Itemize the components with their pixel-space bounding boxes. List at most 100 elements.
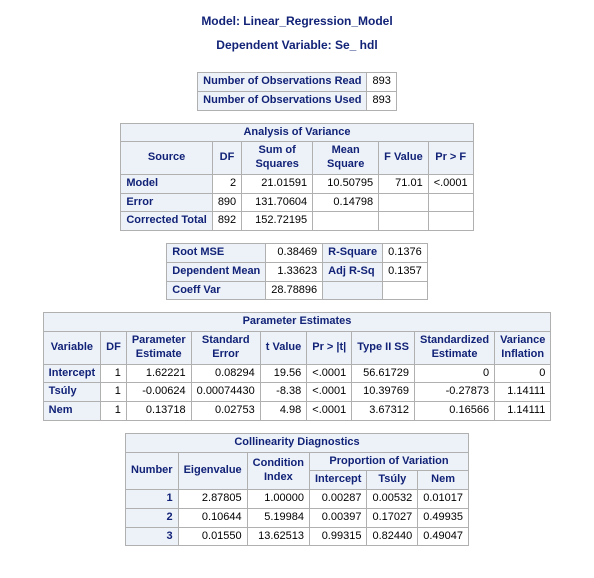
cell: 71.01 xyxy=(379,174,429,193)
col-pv-nem: Nem xyxy=(418,471,469,490)
table-row: Intercept 1 1.62221 0.08294 19.56 <.0001… xyxy=(43,364,551,383)
nobs-table: Number of Observations Read 893 Number o… xyxy=(197,72,397,111)
fit-label xyxy=(323,281,383,300)
table-row: Error 890 131.70604 0.14798 xyxy=(121,193,473,212)
fit-value: 0.1376 xyxy=(383,244,428,263)
cell: -8.38 xyxy=(260,383,306,402)
collin-title: Collinearity Diagnostics xyxy=(126,433,469,452)
cell xyxy=(428,193,473,212)
cell: 4.98 xyxy=(260,402,306,421)
row-src: Corrected Total xyxy=(121,212,212,231)
fit-label: R-Square xyxy=(323,244,383,263)
cell: -0.27873 xyxy=(414,383,494,402)
fit-label: Root MSE xyxy=(167,244,266,263)
nobs-read-label: Number of Observations Read xyxy=(198,73,367,92)
col-vif: VarianceInflation xyxy=(495,332,551,365)
col-eigen: Eigenvalue xyxy=(178,452,247,490)
col-est: ParameterEstimate xyxy=(126,332,191,365)
cell: 21.01591 xyxy=(242,174,313,193)
anova-header-row: Source DF Sum ofSquares MeanSquare F Val… xyxy=(121,142,473,175)
col-se: StandardError xyxy=(191,332,260,365)
fit-value: 28.78896 xyxy=(266,281,323,300)
fit-value xyxy=(383,281,428,300)
depvar-title: Dependent Variable: Se_ hdl xyxy=(0,38,594,52)
row-src: Error xyxy=(121,193,212,212)
cell: 0.01017 xyxy=(418,490,469,509)
fit-value: 1.33623 xyxy=(266,262,323,281)
table-row: 1 2.87805 1.00000 0.00287 0.00532 0.0101… xyxy=(126,490,469,509)
nobs-used-value: 893 xyxy=(367,91,396,110)
cell: 0.99315 xyxy=(309,527,366,546)
col-ss2: Type II SS xyxy=(352,332,415,365)
table-row: Number of Observations Used 893 xyxy=(198,91,397,110)
anova-table: Analysis of Variance Source DF Sum ofSqu… xyxy=(120,123,473,232)
col-cond: ConditionIndex xyxy=(247,452,309,490)
cell xyxy=(313,212,379,231)
collin-table: Collinearity Diagnostics Number Eigenval… xyxy=(125,433,469,547)
table-row: Number of Observations Read 893 xyxy=(198,73,397,92)
cell: <.0001 xyxy=(307,383,352,402)
table-row: Model 2 21.01591 10.50795 71.01 <.0001 xyxy=(121,174,473,193)
nobs-used-label: Number of Observations Used xyxy=(198,91,367,110)
cell: 1 xyxy=(101,402,127,421)
anova-title: Analysis of Variance xyxy=(121,123,473,142)
row-n: 3 xyxy=(126,527,179,546)
table-row: Corrected Total 892 152.72195 xyxy=(121,212,473,231)
cell: 892 xyxy=(212,212,241,231)
cell: 0.13718 xyxy=(126,402,191,421)
col-std: StandardizedEstimate xyxy=(414,332,494,365)
col-var: Variable xyxy=(43,332,100,365)
param-table: Parameter Estimates Variable DF Paramete… xyxy=(43,312,552,421)
cell: 152.72195 xyxy=(242,212,313,231)
cell: 2.87805 xyxy=(178,490,247,509)
table-row: Nem 1 0.13718 0.02753 4.98 <.0001 3.6731… xyxy=(43,402,551,421)
cell xyxy=(428,212,473,231)
cell: 13.62513 xyxy=(247,527,309,546)
table-row: 3 0.01550 13.62513 0.99315 0.82440 0.490… xyxy=(126,527,469,546)
col-p: Pr > |t| xyxy=(307,332,352,365)
cell: <.0001 xyxy=(307,364,352,383)
col-ms: MeanSquare xyxy=(313,142,379,175)
fit-table: Root MSE 0.38469 R-Square 0.1376 Depende… xyxy=(166,243,427,300)
fit-label: Dependent Mean xyxy=(167,262,266,281)
col-f: F Value xyxy=(379,142,429,175)
cell: 10.39769 xyxy=(352,383,415,402)
param-header-row: Variable DF ParameterEstimate StandardEr… xyxy=(43,332,551,365)
col-t: t Value xyxy=(260,332,306,365)
cell: 0 xyxy=(414,364,494,383)
cell: 0.00532 xyxy=(367,490,418,509)
cell: 890 xyxy=(212,193,241,212)
cell: 2 xyxy=(212,174,241,193)
cell: 0.01550 xyxy=(178,527,247,546)
col-pv-intercept: Intercept xyxy=(309,471,366,490)
cell: 1.62221 xyxy=(126,364,191,383)
table-row: Tsúly 1 -0.00624 0.00074430 -8.38 <.0001… xyxy=(43,383,551,402)
cell: 0 xyxy=(495,364,551,383)
fit-value: 0.1357 xyxy=(383,262,428,281)
cell: 0.82440 xyxy=(367,527,418,546)
cell: 0.00074430 xyxy=(191,383,260,402)
fit-value: 0.38469 xyxy=(266,244,323,263)
cell: 19.56 xyxy=(260,364,306,383)
row-var: Tsúly xyxy=(43,383,100,402)
cell: 131.70604 xyxy=(242,193,313,212)
table-row: Dependent Mean 1.33623 Adj R-Sq 0.1357 xyxy=(167,262,427,281)
cell: 0.14798 xyxy=(313,193,379,212)
col-number: Number xyxy=(126,452,179,490)
cell: 0.49047 xyxy=(418,527,469,546)
cell: <.0001 xyxy=(428,174,473,193)
param-title: Parameter Estimates xyxy=(43,313,551,332)
table-row: Coeff Var 28.78896 xyxy=(167,281,427,300)
cell xyxy=(379,212,429,231)
cell: 1.14111 xyxy=(495,383,551,402)
cell: 0.02753 xyxy=(191,402,260,421)
cell: 10.50795 xyxy=(313,174,379,193)
row-src: Model xyxy=(121,174,212,193)
cell: -0.00624 xyxy=(126,383,191,402)
cell: 3.67312 xyxy=(352,402,415,421)
cell: 56.61729 xyxy=(352,364,415,383)
cell: 0.00287 xyxy=(309,490,366,509)
fit-label: Adj R-Sq xyxy=(323,262,383,281)
cell: 1 xyxy=(101,364,127,383)
col-ss: Sum ofSquares xyxy=(242,142,313,175)
